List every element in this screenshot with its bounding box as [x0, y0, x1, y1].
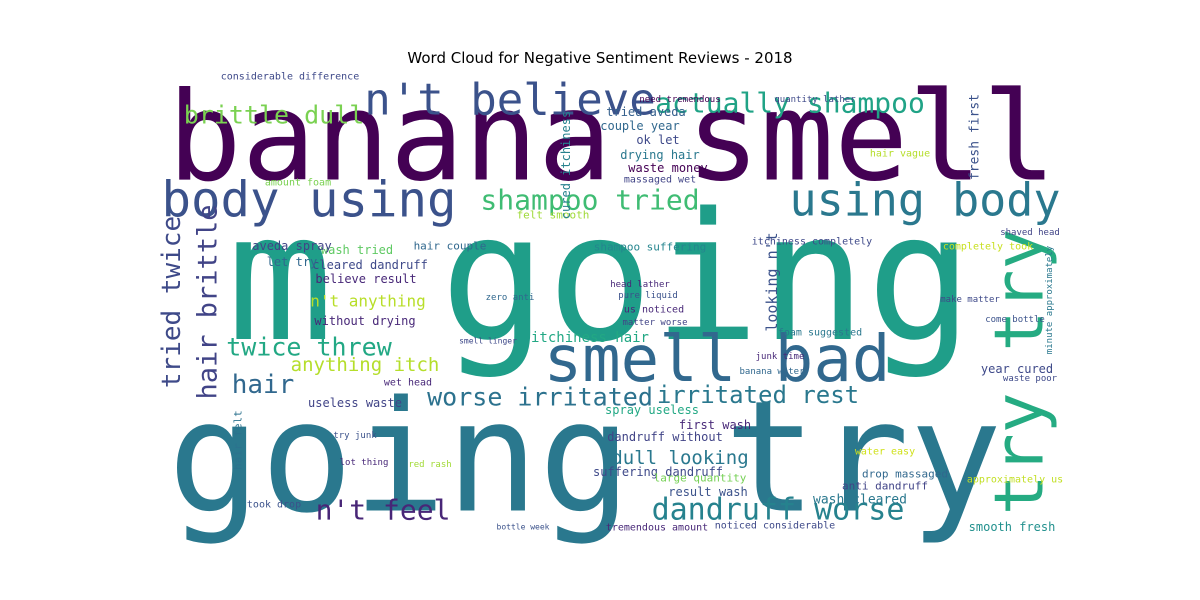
- word: first wash: [679, 418, 751, 432]
- word: bottle week: [497, 523, 550, 532]
- word: waste money: [628, 161, 707, 175]
- word: cured itchiness: [559, 111, 573, 219]
- word: spray useless: [605, 403, 699, 417]
- word: completely took: [943, 242, 1033, 253]
- word: need tremendous: [639, 95, 720, 105]
- word: cleared dandruff: [312, 258, 428, 272]
- word: ok let: [636, 133, 679, 147]
- word: dandruff without: [607, 430, 723, 444]
- word: irritated rest: [657, 381, 859, 409]
- word: try junk: [333, 431, 377, 441]
- word: twice threw: [226, 333, 393, 362]
- word: wash tried: [321, 243, 393, 257]
- word: shampoo suffering: [594, 241, 707, 254]
- word: matter worse: [622, 318, 687, 328]
- word: make matter: [940, 295, 1000, 305]
- word: result wash: [668, 485, 747, 499]
- word: n't feel: [316, 494, 451, 527]
- word: us noticed: [624, 305, 684, 316]
- word: tremendous amount: [606, 523, 708, 534]
- word: believe result: [315, 272, 416, 286]
- word: worse irritated: [427, 383, 653, 412]
- word: took drop: [247, 500, 301, 511]
- word: n't believe: [364, 75, 655, 126]
- word: shaved head: [1000, 228, 1060, 238]
- word: large quantity: [654, 472, 747, 485]
- word: felt smooth: [517, 209, 590, 222]
- word: smooth fresh: [969, 520, 1056, 534]
- word: water easy: [855, 447, 915, 458]
- word: hair felt: [232, 410, 245, 470]
- word: drop massaged: [862, 468, 948, 481]
- word: lot thing: [340, 458, 389, 468]
- word: minute approximately: [1045, 245, 1055, 354]
- word: foam suggested: [778, 328, 862, 339]
- word: waste poor: [1003, 374, 1058, 384]
- word: junk time: [756, 352, 805, 362]
- word: considerable difference: [221, 72, 359, 83]
- word: suffering dandruff: [593, 465, 723, 479]
- word: noticed considerable: [715, 521, 835, 532]
- word: looking n't: [763, 232, 781, 331]
- word: banana smell: [168, 67, 1057, 210]
- word: hair brittle: [193, 204, 224, 399]
- word: hair vague: [870, 149, 930, 160]
- chart-title: Word Cloud for Negative Sentiment Review…: [407, 49, 792, 67]
- word: tried aveda: [606, 105, 685, 119]
- word: pure liquid: [618, 291, 678, 301]
- word: come bottle: [985, 315, 1045, 325]
- word: aveda spray: [252, 239, 331, 253]
- word: smell bad: [544, 323, 891, 397]
- word: without drying: [314, 314, 415, 328]
- word: zero anti: [486, 293, 535, 303]
- word: year cured: [981, 362, 1053, 376]
- word: wash cleared: [813, 493, 907, 508]
- word: smell linger: [459, 337, 517, 346]
- word: fresh first: [968, 94, 983, 180]
- word: shampoo tried: [480, 184, 699, 217]
- word: m going: [227, 175, 973, 381]
- word: amount foam: [265, 178, 331, 189]
- word: anti dandruff: [842, 480, 928, 493]
- word: n't anything: [310, 292, 426, 311]
- word: tried twice: [157, 216, 187, 388]
- word: dandruff worse: [652, 493, 905, 528]
- word: couple year: [600, 119, 679, 133]
- word: going try: [168, 369, 1002, 548]
- word: banana water: [739, 367, 805, 377]
- word: try try: [981, 229, 1060, 516]
- word: hair: [232, 370, 295, 400]
- word: brittle dull: [184, 101, 365, 130]
- word: wet head: [384, 378, 432, 389]
- word: anything itch: [291, 354, 440, 376]
- word: using body: [790, 174, 1061, 227]
- word: head lather: [610, 280, 670, 290]
- word: hair couple: [414, 240, 487, 253]
- word: let try: [267, 255, 318, 269]
- word: body using: [161, 172, 456, 229]
- word: massaged wet: [624, 175, 696, 186]
- word: actually shampoo: [655, 87, 925, 120]
- word: dull looking: [611, 447, 748, 469]
- word: red rash: [408, 460, 451, 470]
- word: drying hair: [620, 148, 699, 162]
- word: quantity lather: [774, 95, 856, 105]
- word: approximately us: [967, 475, 1063, 486]
- word: itchiness hair: [531, 330, 649, 346]
- word: itchiness completely: [752, 237, 872, 248]
- word: useless waste: [308, 396, 402, 410]
